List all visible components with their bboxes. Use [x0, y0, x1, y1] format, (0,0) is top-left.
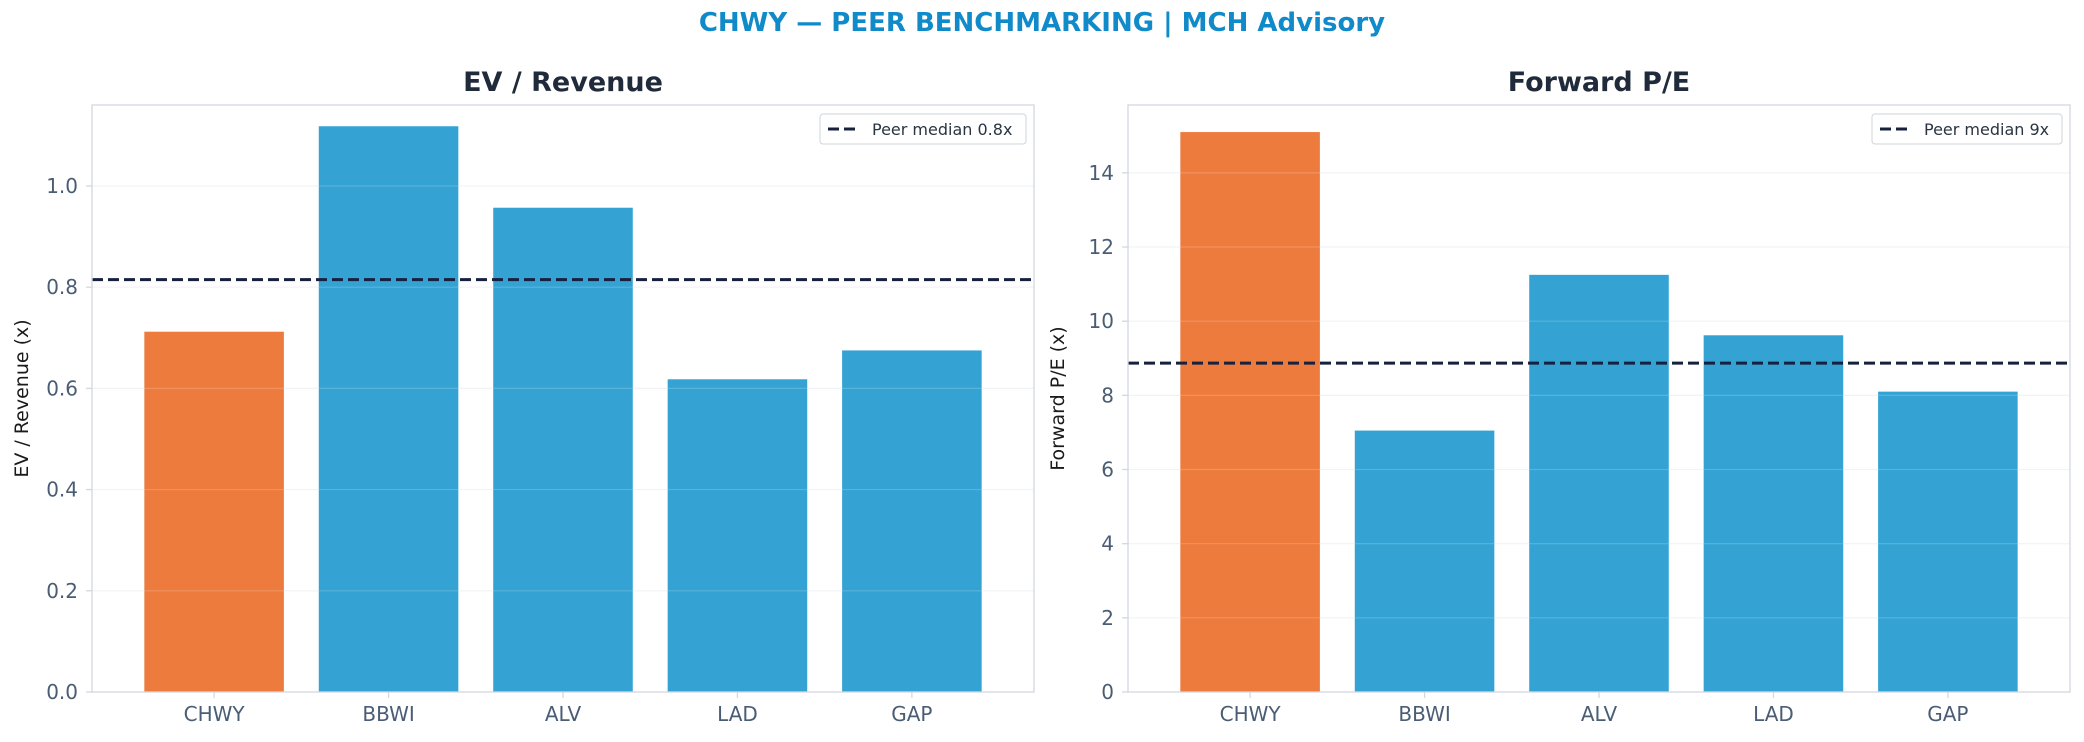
chart-ev-revenue: 0.0 0.2 0.4 0.6 0.8 1.0 CHWY BBWI ALV LAD GAP EV / … [11, 67, 1035, 726]
y-tick-label: 1.0 [46, 174, 78, 198]
x-tick-label-lad: LAD [717, 702, 758, 726]
bar-bbwi [1354, 430, 1495, 692]
figure-suptitle: CHWY — PEER BENCHMARKING | MCH Advisory [698, 8, 1386, 38]
y-tick-label: 0.2 [46, 579, 78, 603]
x-tick-label-chwy: CHWY [1220, 702, 1282, 726]
x-tick-label-alv: ALV [545, 702, 582, 726]
y-axis-label: EV / Revenue (x) [11, 319, 33, 477]
y-axis-label: Forward P/E (x) [1047, 326, 1069, 470]
y-tick-label: 4 [1101, 532, 1114, 556]
y-tick-label: 8 [1101, 383, 1114, 407]
y-tick-label: 0.4 [46, 478, 78, 502]
y-tick-label: 14 [1089, 161, 1114, 185]
legend-label: Peer median 0.8x [872, 120, 1012, 139]
bar-gap [1878, 391, 2018, 692]
x-tick-label-alv: ALV [1581, 702, 1618, 726]
legend-box [819, 113, 1027, 145]
x-tick-label-bbwi: BBWI [1398, 702, 1450, 726]
bar-alv [1529, 274, 1669, 692]
bar-alv [493, 207, 633, 692]
y-tick-label: 0 [1101, 680, 1114, 704]
chart-title-forward-pe: Forward P/E [1508, 67, 1691, 98]
x-tick-label-gap: GAP [891, 702, 932, 726]
chart-title-ev-revenue: EV / Revenue [463, 67, 663, 98]
y-tick-label: 0.6 [46, 376, 78, 400]
legend-label: Peer median 9x [1924, 120, 2049, 139]
legend: Peer median 9x [1871, 113, 2063, 145]
legend-box [1871, 113, 2063, 145]
bar-bbwi [318, 126, 459, 693]
y-tick-label: 10 [1089, 309, 1114, 333]
bar-gap [842, 350, 982, 692]
bar-lad [667, 379, 808, 692]
y-tick-label: 2 [1101, 606, 1114, 630]
legend: Peer median 0.8x [819, 113, 1027, 145]
y-tick-label: 0.0 [46, 680, 78, 704]
bar-chwy [1180, 132, 1320, 693]
x-tick-label-gap: GAP [1927, 702, 1968, 726]
bar-chwy [144, 331, 284, 692]
x-tick-label-chwy: CHWY [184, 702, 246, 726]
x-tick-label-lad: LAD [1753, 702, 1794, 726]
y-tick-label: 6 [1101, 458, 1114, 482]
y-tick-label: 12 [1089, 235, 1114, 259]
bar-lad [1703, 335, 1844, 692]
x-tick-label-bbwi: BBWI [362, 702, 414, 726]
y-tick-label: 0.8 [46, 275, 78, 299]
